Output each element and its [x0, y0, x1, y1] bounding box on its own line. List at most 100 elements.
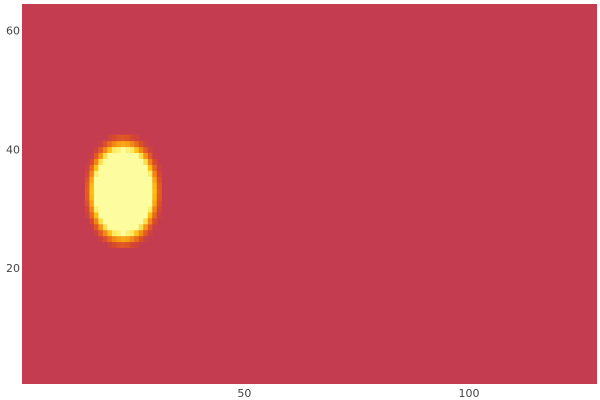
heatmap-cell	[134, 236, 139, 243]
heatmap-cell	[130, 135, 135, 142]
heatmap-cell	[152, 206, 157, 213]
heatmap-cell	[134, 182, 139, 189]
heatmap-cell	[94, 158, 99, 165]
heatmap-cell	[157, 176, 162, 183]
heatmap-cell	[112, 200, 117, 207]
heatmap-cell	[98, 158, 103, 165]
heatmap-cell	[134, 230, 139, 237]
heatmap-cell	[89, 152, 94, 159]
heatmap-cell	[139, 206, 144, 213]
heatmap-cell	[107, 135, 112, 142]
heatmap-cell	[125, 170, 130, 177]
heatmap-cell	[125, 194, 130, 201]
heatmap-cell	[116, 158, 121, 165]
heatmap-cell	[98, 188, 103, 195]
heatmap-cell	[134, 170, 139, 177]
heatmap-cell	[157, 206, 162, 213]
heatmap-cell	[125, 224, 130, 231]
heatmap-cell	[148, 200, 153, 207]
heatmap-cell	[116, 147, 121, 154]
heatmap-cell	[94, 200, 99, 207]
heatmap-cell	[116, 212, 121, 219]
heatmap-cell	[143, 176, 148, 183]
heatmap-cell	[143, 188, 148, 195]
heatmap-cell	[152, 224, 157, 231]
y-tick-label: 20	[6, 262, 20, 275]
heatmap-cell	[125, 141, 130, 148]
heatmap-cell	[85, 212, 90, 219]
heatmap-cell	[89, 164, 94, 171]
heatmap-cell	[112, 176, 117, 183]
heatmap-cell	[89, 188, 94, 195]
heatmap-cell	[125, 158, 130, 165]
heatmap-cell	[134, 164, 139, 171]
heatmap-cell	[103, 218, 108, 225]
heatmap-cell	[94, 218, 99, 225]
heatmap-cell	[103, 200, 108, 207]
heatmap-cell	[139, 230, 144, 237]
heatmap-cell	[112, 188, 117, 195]
heatmap-cell	[125, 206, 130, 213]
heatmap-cell	[94, 212, 99, 219]
heatmap-cell	[130, 212, 135, 219]
heatmap-cell	[98, 206, 103, 213]
heatmap-cell	[134, 158, 139, 165]
heatmap-cell	[112, 182, 117, 189]
heatmap-cell	[98, 200, 103, 207]
heatmap-cell	[143, 147, 148, 154]
heatmap-cell	[143, 236, 148, 243]
heatmap-cell	[98, 212, 103, 219]
heatmap-cell	[94, 188, 99, 195]
heatmap-cell	[116, 242, 121, 249]
heatmap-cell	[152, 212, 157, 219]
heatmap-cell	[148, 176, 153, 183]
heatmap-cell	[134, 194, 139, 201]
heatmap-cell	[89, 176, 94, 183]
heatmap-cell	[143, 158, 148, 165]
heatmap-cell	[139, 164, 144, 171]
heatmap-cell	[143, 170, 148, 177]
heatmap-cell	[121, 176, 126, 183]
heatmap-cell	[139, 218, 144, 225]
heatmap-cell	[152, 218, 157, 225]
heatmap-cell	[125, 147, 130, 154]
heatmap-cell	[107, 218, 112, 225]
heatmap-cell	[148, 152, 153, 159]
heatmap-cell	[94, 194, 99, 201]
heatmap-cell	[148, 194, 153, 201]
heatmap-cell	[152, 170, 157, 177]
heatmap-cell	[94, 152, 99, 159]
heatmap-cell	[130, 218, 135, 225]
y-tick-label: 60	[6, 25, 20, 38]
heatmap-cell	[121, 230, 126, 237]
heatmap-cell	[103, 188, 108, 195]
heatmap-cell	[103, 224, 108, 231]
heatmap-cell	[121, 242, 126, 249]
heatmap-cell	[143, 212, 148, 219]
heatmap-cell	[148, 147, 153, 154]
heatmap-cell	[116, 152, 121, 159]
heatmap-cell	[134, 224, 139, 231]
heatmap-cell	[89, 224, 94, 231]
heatmap-cell	[103, 158, 108, 165]
heatmap-cell	[148, 182, 153, 189]
heatmap-cell	[112, 212, 117, 219]
x-tick-label: 50	[237, 387, 251, 400]
heatmap-cell	[107, 212, 112, 219]
heatmap-cell	[112, 135, 117, 142]
heatmap-cell	[148, 206, 153, 213]
heatmap-cell	[130, 152, 135, 159]
heatmap-cell	[112, 170, 117, 177]
heatmap-cell	[139, 182, 144, 189]
heatmap-cell	[130, 188, 135, 195]
heatmap-cell	[125, 230, 130, 237]
heatmap-cell	[121, 206, 126, 213]
heatmap-cell	[85, 200, 90, 207]
heatmap-cell	[139, 200, 144, 207]
heatmap-cell	[112, 158, 117, 165]
heatmap-cell	[143, 164, 148, 171]
heatmap-cell	[130, 236, 135, 243]
heatmap-cell	[107, 164, 112, 171]
heatmap-cell	[143, 182, 148, 189]
heatmap-cell	[125, 242, 130, 249]
